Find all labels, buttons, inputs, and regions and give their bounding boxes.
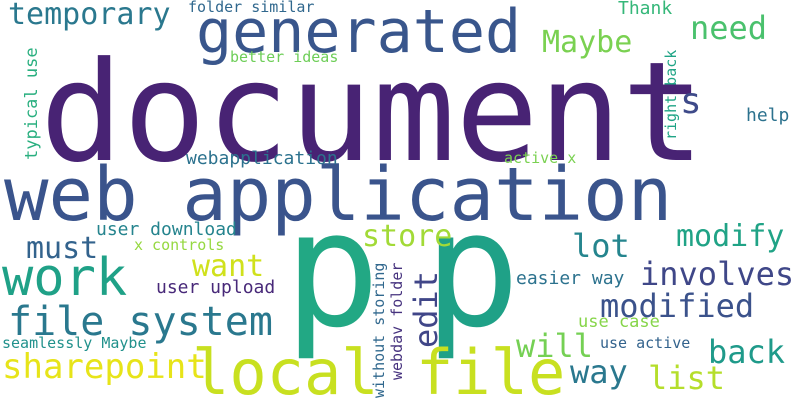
word-file-system: file system	[8, 299, 273, 345]
word-p-2: p	[424, 176, 521, 363]
word-active-x: active x	[504, 149, 577, 167]
word-use-active: use active	[600, 334, 691, 352]
word-typical-use: typical use	[22, 47, 42, 160]
word-want: want	[192, 249, 265, 284]
word-need: need	[690, 9, 768, 47]
word-store: store	[362, 219, 453, 254]
word-webdav-folder: webdav folder	[388, 262, 406, 380]
word-sharepoint: sharepoint	[2, 347, 207, 387]
word-right-back: right back	[662, 49, 680, 140]
word-list: list	[648, 359, 726, 397]
word-edit: edit	[407, 270, 445, 348]
word-must: must	[26, 231, 99, 266]
word-web-application: web application	[4, 152, 673, 238]
word-way: way	[570, 353, 628, 391]
word-will: will	[516, 327, 594, 365]
word-modify: modify	[676, 219, 785, 254]
word-webapplication: webapplication	[186, 148, 338, 169]
word-user-upload: user upload	[156, 277, 276, 298]
word-use-case: use case	[578, 312, 660, 332]
word-p-1: p	[284, 176, 381, 363]
word-better-ideas: better ideas	[230, 48, 339, 66]
word-folder-similar: folder similar	[188, 0, 315, 16]
word-easier-way: easier way	[516, 268, 625, 289]
word-modified: modified	[600, 287, 755, 325]
word-document: document	[40, 32, 705, 193]
word-without-storing: without storing	[370, 262, 388, 398]
word-s: s	[680, 81, 702, 122]
word-lot: lot	[572, 227, 630, 265]
word-seamlessly-maybe: seamlessly Maybe	[2, 334, 147, 352]
word-thank: Thank	[618, 0, 673, 19]
word-involves: involves	[640, 255, 795, 293]
word-local-file: local file	[192, 336, 566, 400]
word-back: back	[708, 333, 786, 371]
word-help: help	[746, 105, 790, 126]
word-work: work	[2, 248, 128, 308]
word-maybe: Maybe	[542, 25, 633, 60]
word-generated: generated	[196, 0, 522, 67]
word-temporary: temporary	[8, 0, 171, 32]
word-x-controls: x controls	[134, 236, 225, 254]
word-user-download: user download	[96, 219, 237, 240]
